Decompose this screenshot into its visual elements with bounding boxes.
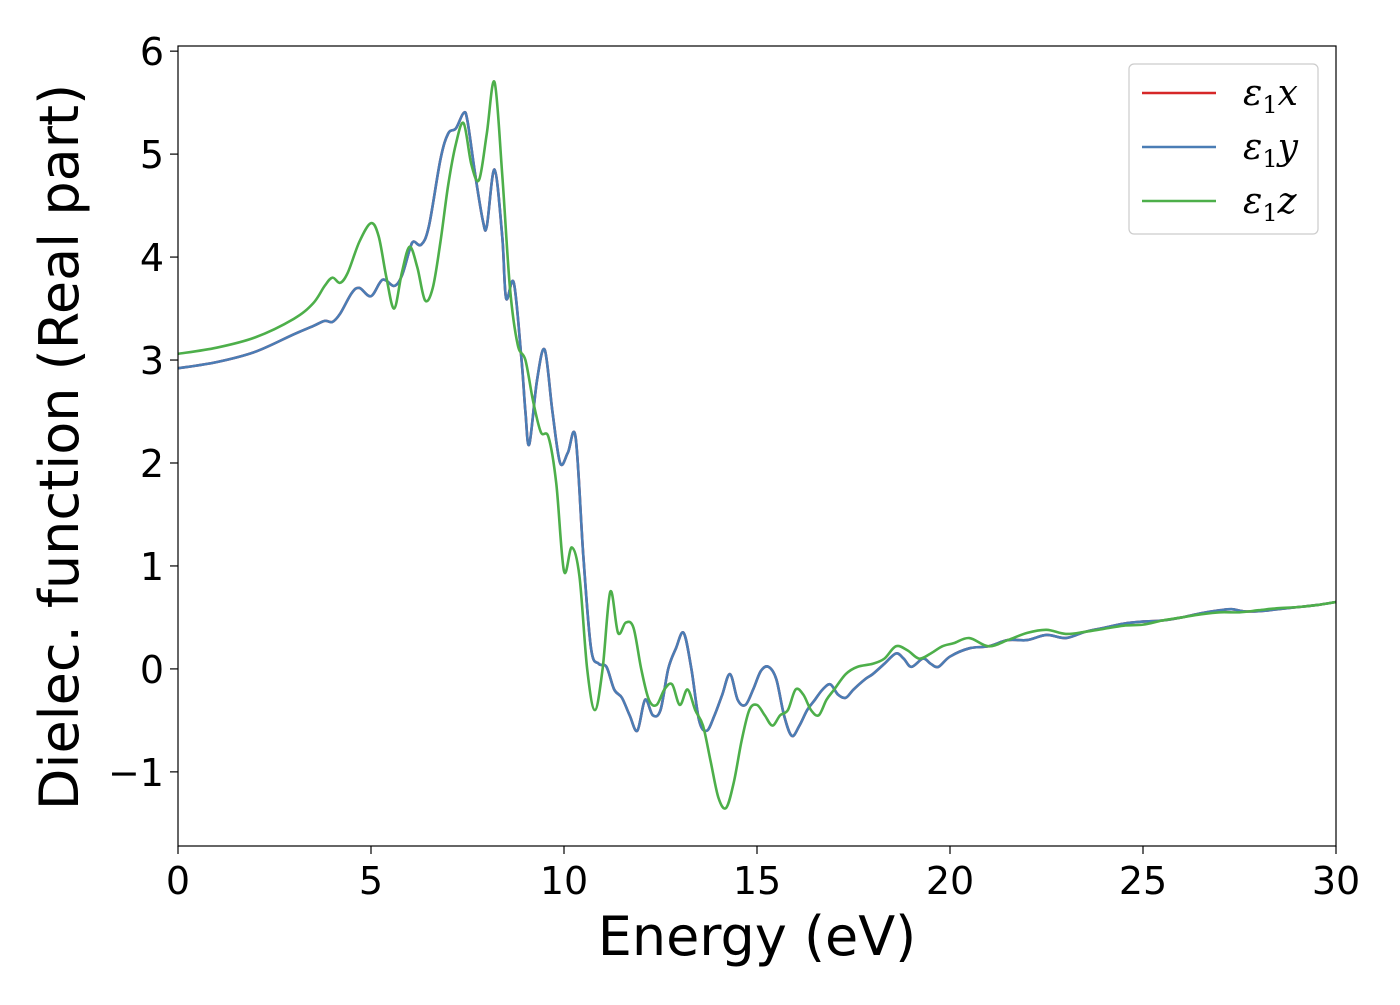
y-tick-label: −1 <box>108 751 164 795</box>
x-tick-label: 30 <box>1312 859 1360 903</box>
y-axis-title: Dielec. function (Real part) <box>28 84 91 810</box>
y-tick-label: 0 <box>140 648 164 692</box>
legend-label-x: ε1x <box>1243 73 1298 119</box>
x-tick-label: 15 <box>733 859 781 903</box>
legend-label-z: ε1z <box>1243 181 1298 227</box>
y-tick-label: 2 <box>140 442 164 486</box>
axes-layer: 0 5 10 15 20 25 30 −1 0 1 2 3 4 5 6 <box>108 30 1360 903</box>
x-tick-label: 0 <box>166 859 190 903</box>
x-tick-label: 5 <box>359 859 383 903</box>
series-line-y <box>178 110 1336 738</box>
x-tick-label: 25 <box>1119 859 1167 903</box>
y-tick-label: 5 <box>140 133 164 177</box>
y-tick-label: 1 <box>140 545 164 589</box>
x-tick-label: 10 <box>540 859 588 903</box>
series-layer <box>178 80 1336 810</box>
x-axis-title: Energy (eV) <box>598 905 917 968</box>
y-tick-label: 6 <box>140 30 164 74</box>
legend-box <box>1128 63 1319 235</box>
legend-label-y: ε1y <box>1243 127 1299 173</box>
y-tick-label: 4 <box>140 236 164 280</box>
y-tick-label: 3 <box>140 339 164 383</box>
x-tick-label: 20 <box>926 859 974 903</box>
series-line-z <box>178 80 1336 810</box>
legend: ε1x ε1y ε1z <box>1128 63 1319 235</box>
